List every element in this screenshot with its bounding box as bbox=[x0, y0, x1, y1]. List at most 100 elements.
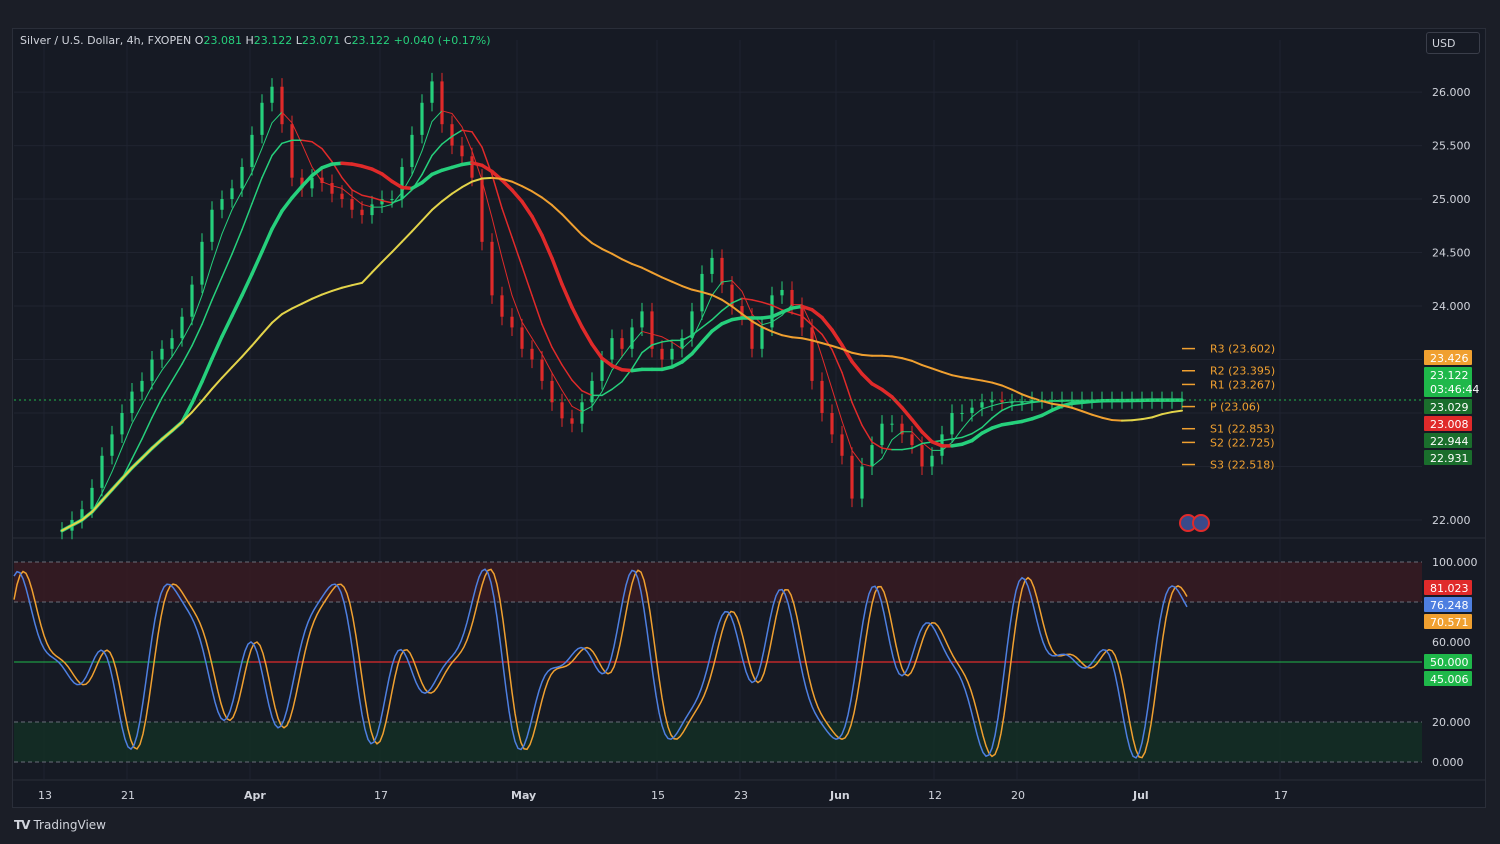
candle-body bbox=[690, 311, 694, 339]
ma-fast-line bbox=[591, 391, 603, 407]
stoch-axis-label: 100.000 bbox=[1432, 556, 1478, 569]
candle-body bbox=[580, 402, 584, 424]
ma-mid-line bbox=[1021, 401, 1033, 406]
ma-long-line bbox=[411, 219, 423, 233]
high-label: H bbox=[245, 34, 254, 47]
ma-fast-line bbox=[621, 342, 633, 358]
ma-long-line bbox=[791, 336, 803, 340]
ma-mid-line bbox=[201, 299, 213, 326]
pivot-label: R1 (23.267) bbox=[1210, 378, 1275, 391]
ma-slow-line bbox=[780, 306, 794, 314]
candle-body bbox=[320, 177, 324, 184]
ma-mid-line bbox=[851, 401, 863, 426]
ma-mid-line bbox=[301, 139, 313, 143]
ma-mid-line bbox=[641, 344, 653, 354]
stoch-axis-label: 20.000 bbox=[1432, 716, 1471, 729]
ma-slow-line bbox=[930, 440, 944, 448]
ma-fast-line bbox=[711, 281, 723, 296]
ma-fast-line bbox=[671, 341, 683, 350]
ma-fast-line bbox=[651, 333, 663, 338]
ma-long-line bbox=[421, 208, 433, 222]
stoch-d-line bbox=[13, 568, 1188, 759]
candle-body bbox=[230, 188, 234, 200]
ma-long-line bbox=[101, 488, 113, 502]
candle-body bbox=[200, 241, 204, 285]
ma-mid-line bbox=[141, 416, 153, 440]
ma-long-line bbox=[571, 223, 583, 236]
ma-long-line bbox=[311, 293, 323, 300]
ma-long-line bbox=[511, 180, 523, 188]
ma-mid-line bbox=[131, 438, 143, 460]
ma-mid-line bbox=[181, 345, 193, 365]
currency-button[interactable]: USD bbox=[1426, 32, 1480, 54]
ma-long-line bbox=[851, 351, 863, 356]
ma-fast-line bbox=[681, 338, 693, 350]
price-badge bbox=[1424, 450, 1472, 465]
candle-body bbox=[460, 145, 464, 157]
ma-long-line bbox=[501, 177, 513, 183]
ma-long-line bbox=[291, 302, 303, 310]
candle-body bbox=[280, 86, 284, 125]
candle-body bbox=[490, 241, 494, 296]
ma-fast-line bbox=[911, 431, 923, 443]
ma-mid-line bbox=[751, 299, 763, 303]
ma-slow-line bbox=[530, 214, 544, 238]
ma-long-line bbox=[151, 438, 163, 450]
ma-long-line bbox=[531, 190, 543, 199]
ma-long-line bbox=[1111, 419, 1123, 422]
ma-fast-line bbox=[731, 280, 743, 292]
ma-slow-line bbox=[980, 426, 994, 435]
ma-fast-line bbox=[151, 369, 163, 387]
ma-fast-line bbox=[841, 420, 853, 451]
ma-long-line bbox=[841, 347, 853, 354]
ma-long-line bbox=[981, 379, 993, 384]
ma-fast-line bbox=[561, 389, 573, 407]
ma-slow-line bbox=[320, 162, 334, 170]
candle-body bbox=[600, 359, 604, 381]
candle-body bbox=[730, 284, 734, 307]
candle-body bbox=[740, 306, 744, 317]
ma-long-line bbox=[441, 192, 453, 203]
ma-fast-line bbox=[501, 257, 513, 296]
ma-long-line bbox=[301, 297, 313, 305]
ma-long-line bbox=[211, 376, 223, 390]
ma-mid-line bbox=[741, 297, 753, 301]
ma-slow-line bbox=[240, 272, 254, 298]
candle-body bbox=[250, 134, 254, 167]
ma-long-line bbox=[581, 233, 593, 245]
ma-long-line bbox=[231, 355, 243, 369]
ma-slow-line bbox=[1050, 404, 1064, 413]
ma-slow-line bbox=[250, 249, 264, 276]
ma-fast-line bbox=[351, 195, 363, 205]
ma-long-line bbox=[691, 288, 703, 294]
ma-fast-line bbox=[991, 402, 1003, 407]
candle-body bbox=[1030, 400, 1034, 403]
ma-slow-line bbox=[850, 359, 864, 376]
candle-body bbox=[100, 455, 104, 488]
ma-long-line bbox=[161, 429, 173, 441]
ma-slow-line bbox=[580, 325, 594, 347]
ma-long-line bbox=[941, 370, 953, 377]
ma-fast-line bbox=[851, 449, 863, 465]
stoch-badge bbox=[1424, 580, 1472, 595]
ma-mid-line bbox=[601, 388, 613, 397]
ma-long-line bbox=[1041, 400, 1053, 405]
tradingview-brand[interactable]: TV TradingView bbox=[14, 818, 106, 832]
tradingview-logo-icon: TV bbox=[14, 818, 31, 832]
ma-long-line bbox=[1161, 411, 1173, 416]
ma-mid-line bbox=[171, 363, 183, 382]
candle-body bbox=[720, 257, 724, 285]
ma-fast-line bbox=[951, 428, 963, 443]
ma-slow-line bbox=[720, 317, 734, 326]
ma-fast-line bbox=[301, 143, 313, 168]
ma-long-line bbox=[831, 344, 843, 350]
time-axis-label: Jul bbox=[1132, 789, 1149, 802]
candle-body bbox=[240, 166, 244, 189]
brand-label: TradingView bbox=[33, 818, 106, 832]
ma-long-line bbox=[491, 176, 503, 180]
symbol-name[interactable]: Silver / U.S. Dollar, 4h, FXOPEN bbox=[20, 34, 192, 47]
ma-slow-line bbox=[280, 196, 294, 213]
price-badge-text: 22.931 bbox=[1430, 452, 1469, 465]
ma-mid-line bbox=[581, 390, 593, 397]
